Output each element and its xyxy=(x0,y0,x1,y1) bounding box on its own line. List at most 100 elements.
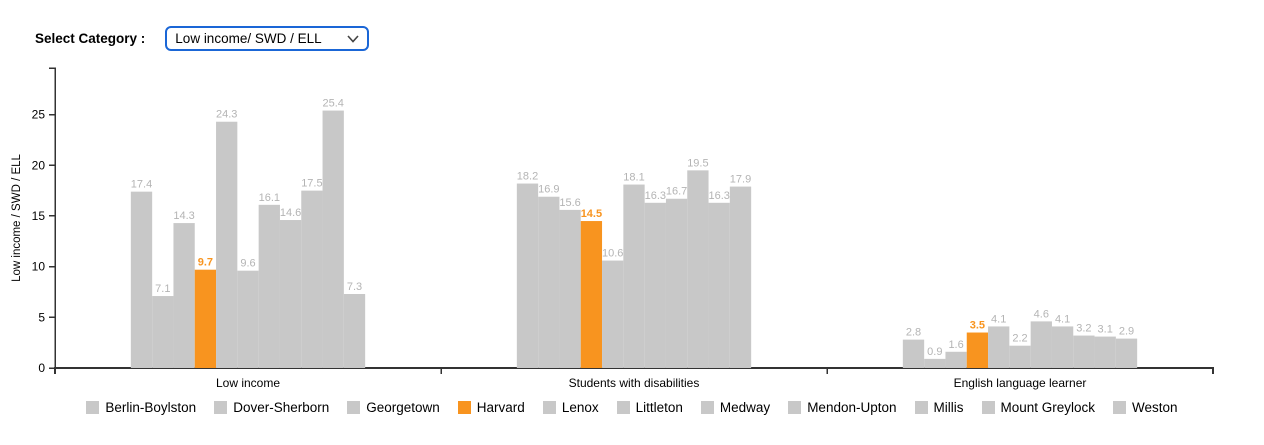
value-label: 18.2 xyxy=(517,171,538,183)
value-label: 2.2 xyxy=(1012,333,1027,345)
bar-mendon-upton xyxy=(1051,326,1074,368)
category-label: English language learner xyxy=(954,376,1087,390)
legend-item-medway: Medway xyxy=(700,400,771,415)
bar-weston xyxy=(343,294,366,368)
value-label: 9.6 xyxy=(240,258,255,270)
value-label: 25.4 xyxy=(322,98,343,110)
category-label: Low income xyxy=(216,376,280,390)
legend-swatch xyxy=(542,401,556,414)
value-label: 1.6 xyxy=(948,339,963,351)
bar-mount-greylock xyxy=(708,202,730,368)
y-tick-label: 5 xyxy=(38,310,45,324)
value-label: 16.9 xyxy=(538,184,559,196)
bar-mount-greylock xyxy=(1094,336,1116,368)
bar-dover-sherborn xyxy=(538,196,560,368)
bar-millis xyxy=(1073,335,1095,368)
legend-label: Dover-Sherborn xyxy=(233,400,330,415)
y-tick-label: 10 xyxy=(32,260,46,274)
bar-medway xyxy=(1030,321,1052,368)
bar-littleton xyxy=(623,184,645,368)
legend-label: Lenox xyxy=(561,400,599,415)
legend-label: Weston xyxy=(1132,400,1178,415)
y-tick-label: 15 xyxy=(32,209,46,223)
value-label: 2.9 xyxy=(1119,326,1134,338)
value-label: 2.8 xyxy=(906,327,921,339)
bar-lenox xyxy=(988,326,1010,368)
value-label: 24.3 xyxy=(216,109,237,121)
x-axis xyxy=(54,367,1214,374)
bar-berlin-boylston xyxy=(130,191,153,368)
bar-littleton xyxy=(1009,345,1031,368)
value-label: 3.5 xyxy=(970,320,985,332)
value-label: 10.6 xyxy=(602,248,623,260)
legend-swatch xyxy=(914,401,928,414)
bar-medway xyxy=(644,202,666,368)
value-label: 16.7 xyxy=(666,186,687,198)
bar-harvard xyxy=(580,221,603,368)
bar-millis xyxy=(301,190,323,368)
legend-item-mendon-upton: Mendon-Upton xyxy=(788,400,897,415)
y-tick-label: 0 xyxy=(38,361,45,375)
legend-swatch xyxy=(457,401,471,414)
value-label: 15.6 xyxy=(559,197,580,209)
bar-berlin-boylston xyxy=(516,183,539,368)
value-label: 14.5 xyxy=(581,208,602,220)
y-tick-label: 25 xyxy=(32,108,46,122)
value-label: 9.7 xyxy=(198,257,213,269)
bar-georgetown xyxy=(559,209,581,368)
bar-berlin-boylston xyxy=(902,339,925,368)
bar-chart: 0 5 10 15 20 25 Low income 17.4 7.1 14.3 9.7 24.3 9.… xyxy=(11,67,1214,390)
value-label: 18.1 xyxy=(623,172,644,184)
legend-swatch xyxy=(86,401,100,414)
select-category-label: Select Category : xyxy=(35,31,146,46)
bar-dover-sherborn xyxy=(924,358,946,368)
bar-mendon-upton xyxy=(665,198,688,368)
category-select[interactable]: Low income/ SWD / ELL xyxy=(165,26,370,51)
bar-mount-greylock xyxy=(322,110,344,368)
legend-swatch xyxy=(347,401,361,414)
bar-medway xyxy=(258,204,280,368)
y-axis-title: Low income / SWD / ELL xyxy=(11,153,23,281)
value-label: 3.1 xyxy=(1098,324,1113,336)
bar-mendon-upton xyxy=(279,220,302,368)
bar-georgetown xyxy=(945,351,967,368)
legend-swatch xyxy=(616,401,630,414)
value-label: 16.3 xyxy=(708,190,729,202)
legend-item-harvard: Harvard xyxy=(457,400,525,415)
legend-item-littleton: Littleton xyxy=(616,400,683,415)
legend-label: Harvard xyxy=(476,400,525,415)
bar-georgetown xyxy=(173,223,195,368)
bar-littleton xyxy=(237,270,259,368)
legend-label: Berlin-Boylston xyxy=(105,400,197,415)
legend: Berlin-Boylston Dover-Sherborn Georgetown H… xyxy=(0,400,1264,415)
legend-item-weston: Weston xyxy=(1113,400,1178,415)
category-select-value: Low income/ SWD / ELL xyxy=(175,31,322,46)
bar-lenox xyxy=(216,121,238,368)
legend-label: Littleton xyxy=(635,400,683,415)
bar-harvard xyxy=(966,332,989,368)
value-label: 14.6 xyxy=(280,207,301,219)
value-label: 7.3 xyxy=(347,281,362,293)
value-label: 3.2 xyxy=(1076,323,1091,335)
legend-item-georgetown: Georgetown xyxy=(347,400,440,415)
value-label: 17.9 xyxy=(730,174,751,186)
value-label: 17.5 xyxy=(301,178,322,190)
legend-label: Mendon-Upton xyxy=(807,400,897,415)
bar-dover-sherborn xyxy=(152,296,174,368)
category-label: Students with disabilities xyxy=(569,376,700,390)
bar-weston xyxy=(1115,338,1138,368)
value-label: 17.4 xyxy=(131,179,152,191)
y-axis xyxy=(49,67,56,368)
legend-label: Medway xyxy=(719,400,771,415)
value-label: 0.9 xyxy=(927,346,942,358)
category-controls: Select Category : Low income/ SWD / ELL xyxy=(35,26,370,51)
legend-item-dover-sherborn: Dover-Sherborn xyxy=(214,400,329,415)
value-label: 4.1 xyxy=(991,313,1006,325)
value-label: 7.1 xyxy=(155,283,170,295)
legend-item-mount-greylock: Mount Greylock xyxy=(981,400,1095,415)
bar-millis xyxy=(687,170,709,368)
value-label: 4.1 xyxy=(1055,313,1070,325)
legend-item-berlin-boylston: Berlin-Boylston xyxy=(86,400,196,415)
legend-label: Millis xyxy=(933,400,964,415)
